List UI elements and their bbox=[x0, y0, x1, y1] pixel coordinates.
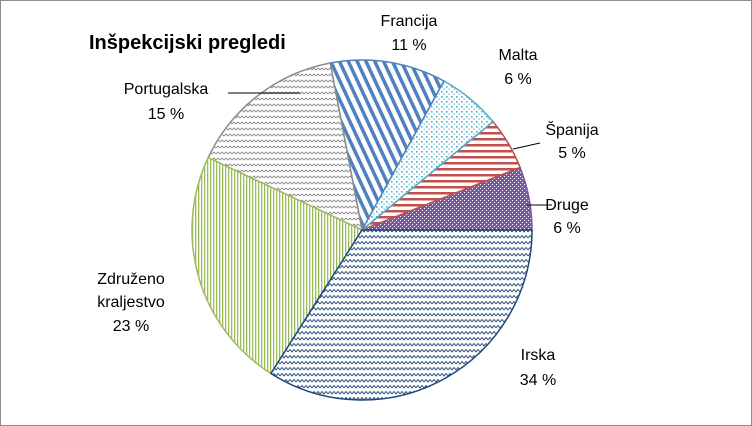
leader-lines bbox=[228, 92, 552, 206]
chart-title: Inšpekcijski pregledi bbox=[89, 32, 286, 54]
data-label-zdruzeno: kraljestvo bbox=[97, 294, 165, 311]
leader-line-spanija bbox=[512, 142, 541, 150]
data-label-zdruzeno: 23 % bbox=[113, 318, 149, 335]
slice-zdruzeno bbox=[191, 156, 364, 375]
pie-slices bbox=[191, 59, 533, 401]
data-label-druge: 6 % bbox=[553, 220, 581, 237]
data-label-portugalska: Portugalska bbox=[124, 81, 209, 98]
data-label-francija: Francija bbox=[381, 13, 438, 30]
data-label-irska: Irska bbox=[521, 347, 556, 364]
data-labels: Druge 6 % Španija 5 % Malta 6 % Francija 11 % Po… bbox=[97, 13, 599, 389]
slice-irska bbox=[269, 229, 533, 401]
data-label-zdruzeno: Združeno bbox=[97, 271, 165, 288]
data-label-spanija: Španija bbox=[545, 120, 598, 139]
data-label-malta: 6 % bbox=[504, 71, 532, 88]
data-label-francija: 11 % bbox=[391, 37, 426, 54]
data-label-druge: Druge bbox=[545, 197, 589, 214]
data-label-portugalska: 15 % bbox=[148, 106, 184, 123]
data-label-malta: Malta bbox=[498, 47, 537, 64]
data-label-irska: 34 % bbox=[520, 372, 556, 389]
data-label-spanija: 5 % bbox=[558, 145, 586, 162]
slice-francija bbox=[329, 59, 445, 233]
slice-portugalska bbox=[207, 62, 364, 232]
